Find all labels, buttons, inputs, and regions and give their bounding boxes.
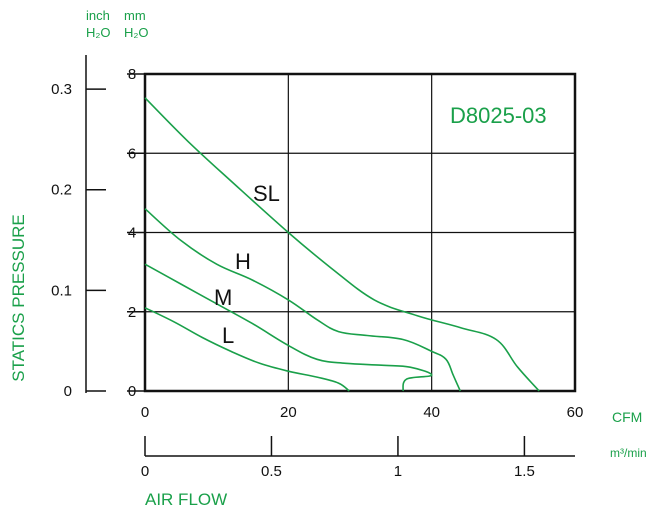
x-tick-label-cfm: 40 — [423, 404, 440, 421]
x-tick-label-m3min: 1 — [394, 463, 402, 480]
chart-title: D8025-03 — [450, 103, 547, 128]
x-tick-label-m3min: 1.5 — [514, 463, 535, 480]
y-tick-label-mm: 0 — [128, 383, 136, 400]
y-tick-label-inch: 0 — [64, 383, 72, 400]
series-label-sl: SL — [253, 181, 280, 206]
series-label-l: L — [222, 323, 234, 348]
x-tick-label-cfm: 0 — [141, 404, 149, 421]
curve-h — [144, 208, 462, 392]
y-unit-h2o-inch: H₂O — [86, 25, 111, 40]
y-unit-h2o-mm: H₂O — [124, 25, 149, 40]
y-unit-inch: inch — [86, 8, 110, 23]
x-unit-m3min: m³/min — [610, 446, 647, 460]
y-tick-label-mm: 4 — [128, 225, 136, 242]
y-tick-label-mm: 8 — [128, 66, 136, 83]
y-unit-mm: mm — [124, 8, 146, 23]
x-tick-label-cfm: 60 — [567, 404, 584, 421]
x-tick-label-cfm: 20 — [280, 404, 297, 421]
y-tick-label-mm: 6 — [128, 145, 136, 162]
y-tick-label-mm: 2 — [128, 304, 136, 321]
y-tick-label-inch: 0.1 — [51, 282, 72, 299]
series-label-m: M — [214, 285, 232, 310]
y-tick-label-inch: 0.2 — [51, 182, 72, 199]
x-axis-title: AIR FLOW — [145, 490, 227, 509]
curve-l — [144, 307, 350, 392]
curve-sl — [144, 97, 540, 392]
y-axis-title: STATICS PRESSURE — [9, 214, 28, 382]
series-curves — [144, 97, 540, 392]
series-label-h: H — [235, 249, 251, 274]
x-unit-cfm: CFM — [612, 409, 642, 425]
curve-m — [144, 263, 433, 392]
y-tick-label-inch: 0.3 — [51, 81, 72, 98]
x-tick-label-m3min: 0.5 — [261, 463, 282, 480]
x-tick-label-m3min: 0 — [141, 463, 149, 480]
